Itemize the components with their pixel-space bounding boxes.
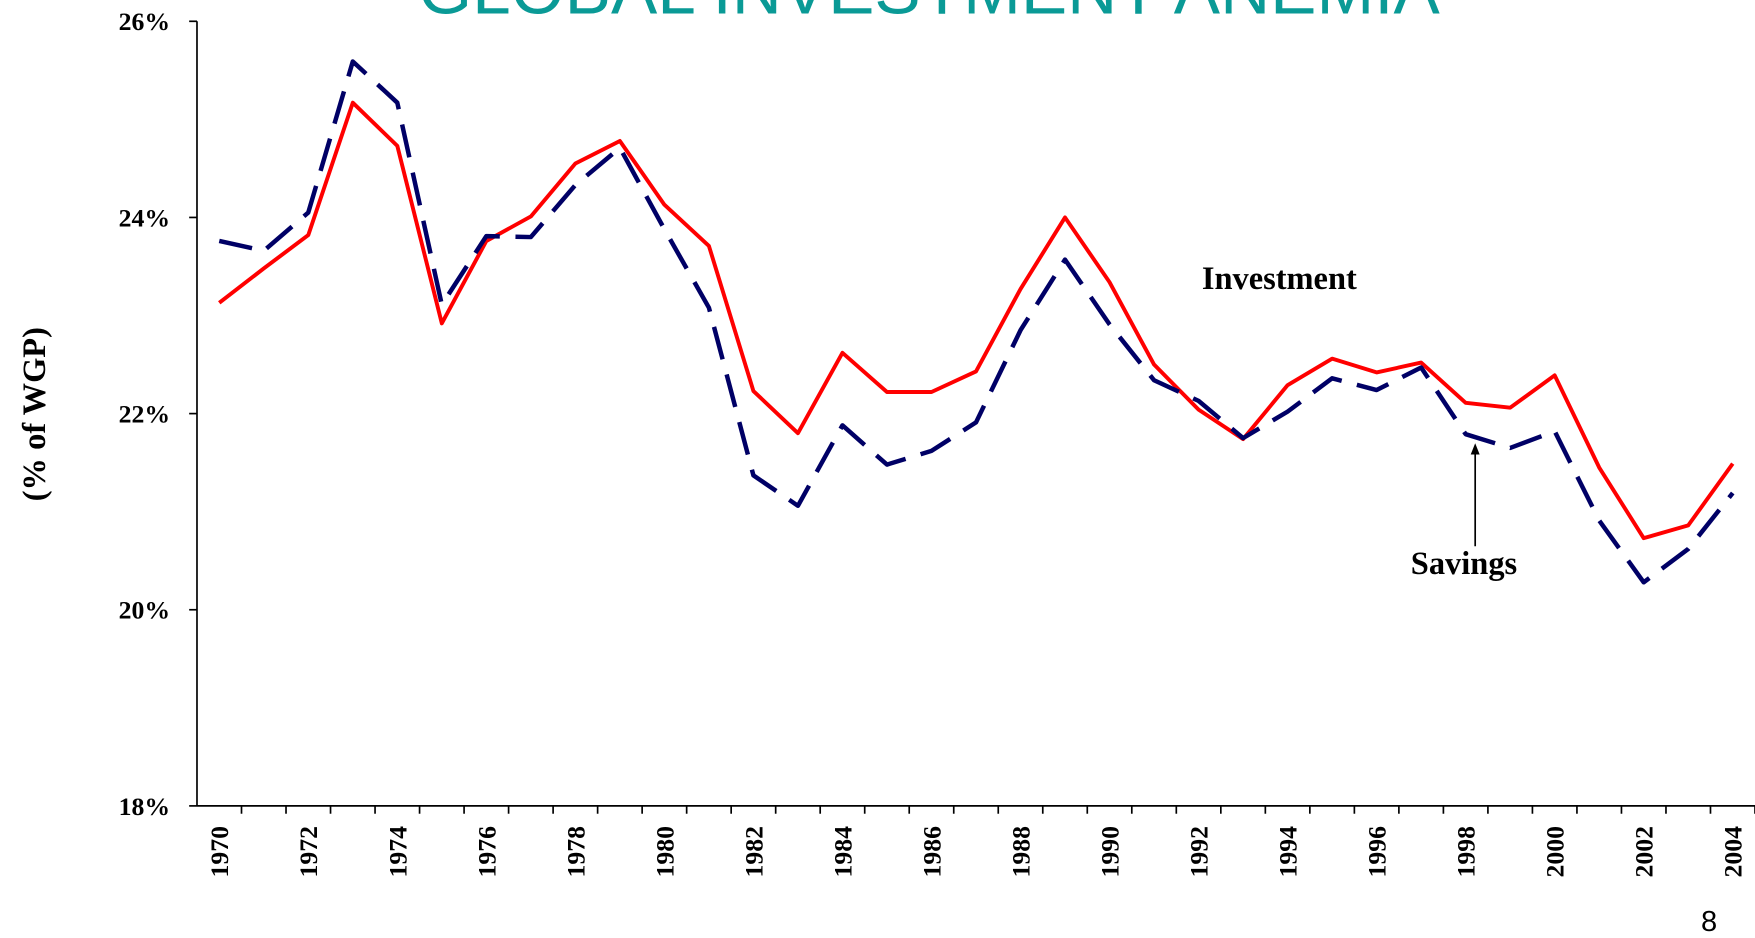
x-tick-label: 1982 — [739, 826, 768, 877]
x-tick-label: 1996 — [1363, 826, 1392, 878]
series-label: Investment — [1202, 261, 1357, 297]
x-tick-label: 1994 — [1274, 826, 1303, 878]
x-tick-label: 1980 — [650, 826, 679, 877]
arrow-head — [1470, 443, 1480, 455]
y-axis-label: (% of WGP) — [17, 327, 53, 501]
series-label: Savings — [1411, 546, 1517, 582]
x-tick-label: 1986 — [917, 826, 946, 878]
x-tick-label: 1976 — [472, 826, 501, 878]
x-tick-label: 2002 — [1630, 826, 1659, 877]
page-number: 8 — [1701, 906, 1717, 938]
x-tick-label: 2000 — [1541, 826, 1570, 877]
y-tick-label: 22% — [119, 400, 170, 429]
x-tick-label: 2004 — [1719, 826, 1748, 878]
x-tick-label: 1978 — [561, 826, 590, 878]
x-tick-label: 1988 — [1006, 826, 1035, 878]
chart-title: GLOBAL INVESTMENT ANEMIA — [418, 0, 1440, 28]
x-tick-label: 1972 — [294, 826, 323, 877]
x-tick-label: 1992 — [1185, 826, 1214, 877]
x-tick-label: 1998 — [1452, 826, 1481, 878]
y-tick-label: 26% — [119, 7, 170, 36]
x-tick-label: 1984 — [828, 826, 857, 878]
y-tick-label: 24% — [119, 203, 170, 232]
series-line — [218, 100, 1735, 541]
series-line — [218, 59, 1735, 585]
x-tick-label: 1974 — [383, 826, 412, 878]
x-tick-label: 1970 — [205, 826, 234, 877]
y-tick-label: 18% — [119, 792, 170, 821]
y-tick-label: 20% — [119, 596, 170, 625]
x-tick-label: 1990 — [1095, 826, 1124, 877]
